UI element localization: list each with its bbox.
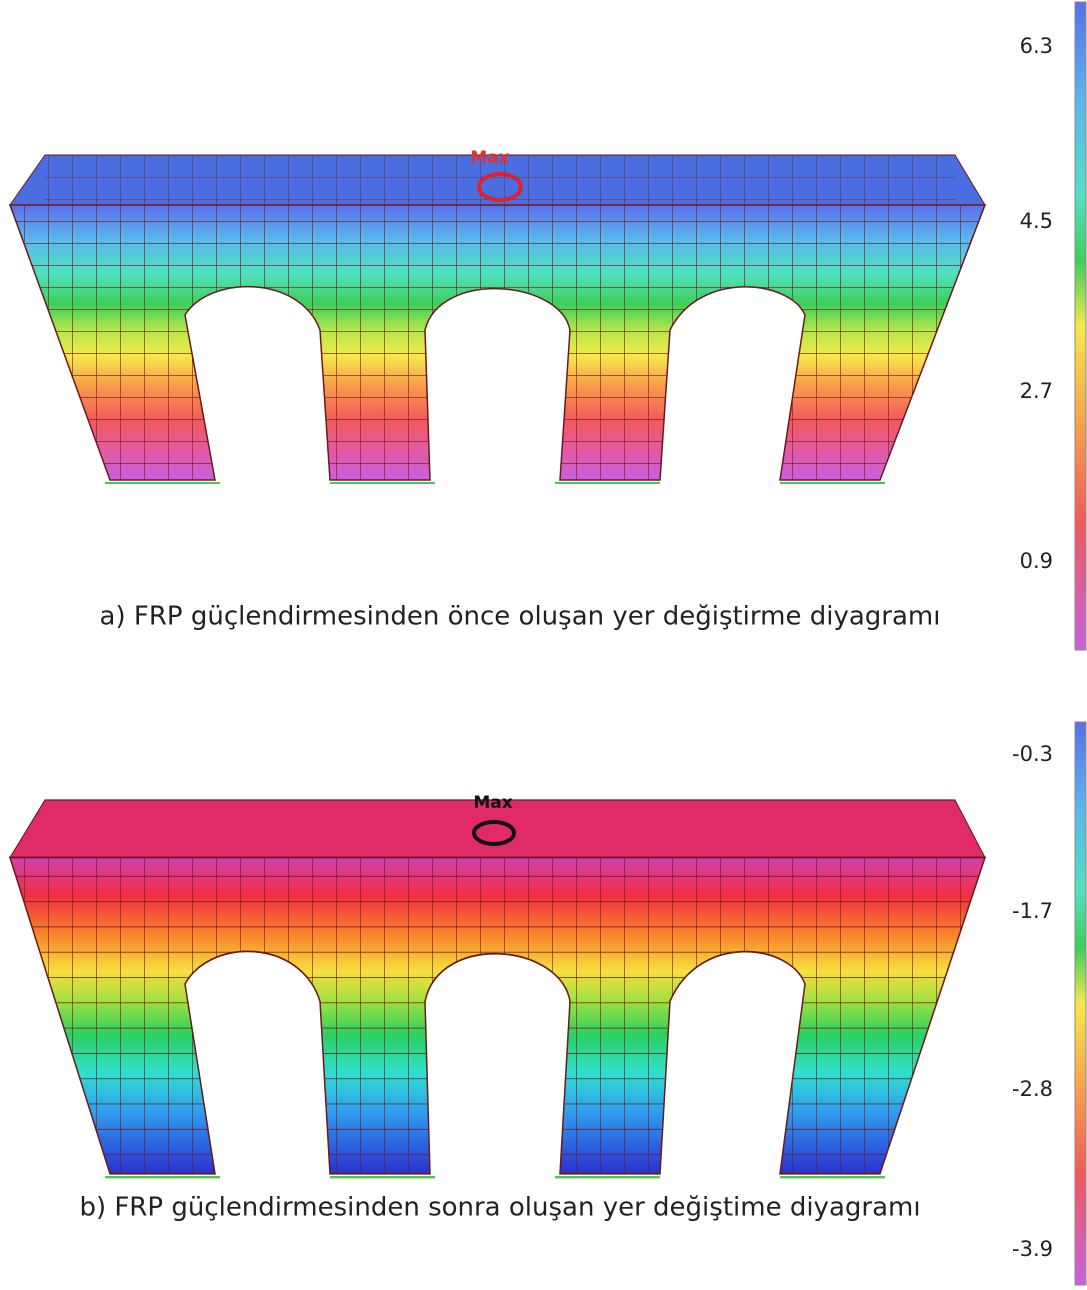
scale-tick: 6.3: [1020, 34, 1053, 58]
color-bar: [1075, 2, 1086, 650]
max-label: Max: [470, 148, 509, 168]
scale-tick: -1.7: [1012, 899, 1053, 923]
scale-tick: 2.7: [1020, 379, 1053, 403]
scale-tick: -3.9: [1012, 1237, 1053, 1261]
max-label: Max: [473, 793, 512, 813]
scale-tick: -0.3: [1012, 742, 1053, 766]
scale-tick: 0.9: [1020, 549, 1053, 573]
model-b: [0, 800, 1000, 1180]
scale-tick: 4.5: [1020, 209, 1053, 233]
caption: b) FRP güçlendirmesinden sonra oluşan ye…: [79, 1193, 920, 1223]
color-bar: [1075, 722, 1086, 1285]
caption: a) FRP güçlendirmesinden önce oluşan yer…: [100, 602, 941, 632]
figure: Max a) FRP güçlendirmesinden önce oluşan…: [0, 0, 1087, 1290]
scale-tick: -2.8: [1012, 1077, 1053, 1101]
model-a: [0, 155, 1000, 485]
